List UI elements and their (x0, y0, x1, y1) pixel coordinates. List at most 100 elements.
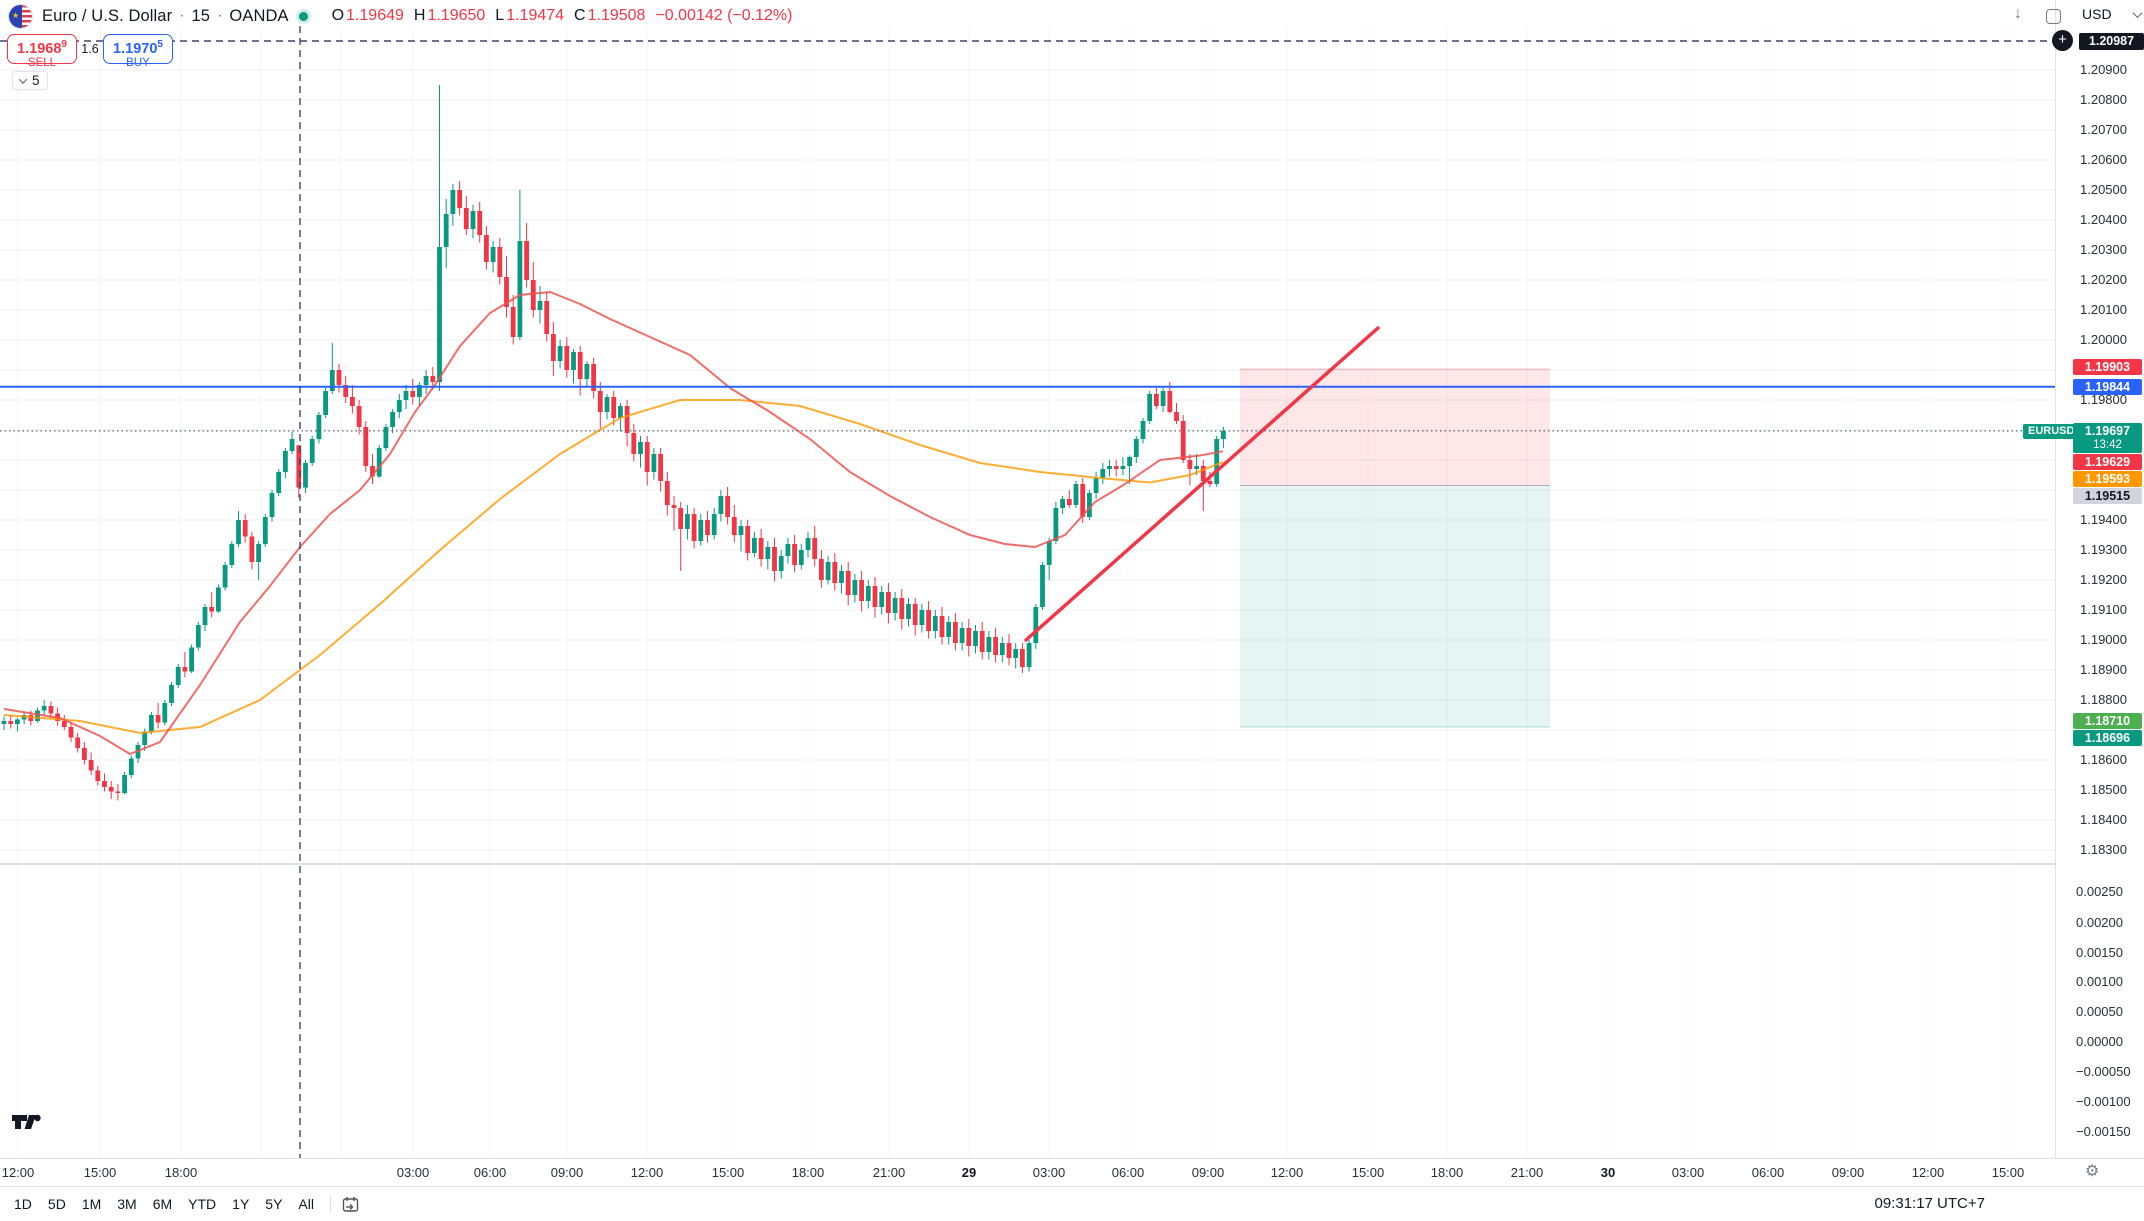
candle-body (329, 370, 335, 391)
candle-body (189, 647, 194, 672)
pane-separator[interactable] (0, 863, 2055, 865)
candle-body (685, 514, 690, 529)
range-button-ytd[interactable]: YTD (188, 1196, 217, 1212)
range-button-3m[interactable]: 3M (117, 1196, 137, 1212)
candle-body (1200, 466, 1206, 481)
buy-button[interactable]: 1.19705 BUY (103, 34, 173, 69)
candle-body (283, 451, 288, 472)
session-clock[interactable]: 09:31:17 UTC+7 (1874, 1195, 1986, 1212)
candle-body (276, 472, 282, 493)
scroll-to-recent-icon[interactable]: ↓ (2014, 5, 2022, 22)
candle-body (772, 547, 777, 571)
candle-body (1073, 484, 1079, 505)
indicator-axis-tick: 0.00000 (2076, 1034, 2123, 1049)
last-price-countdown-label: 1.19697 13:42 (2073, 423, 2142, 453)
add-alert-plus-icon[interactable]: + (2052, 30, 2073, 51)
candle-body (383, 427, 389, 448)
candle-body (450, 190, 456, 214)
candle-body (872, 586, 878, 607)
candle-body (886, 592, 891, 613)
candle-body (859, 580, 864, 601)
candle-body (604, 397, 610, 412)
sell-button[interactable]: 1.19689 SELL (7, 34, 77, 69)
range-button-1m[interactable]: 1M (81, 1196, 102, 1212)
tradingview-logo[interactable] (12, 1112, 46, 1132)
candle-body (705, 520, 710, 535)
go-to-date-icon[interactable] (341, 1195, 360, 1214)
candle-body (792, 544, 797, 565)
price-line-symbol-tag: EURUSD (2023, 424, 2080, 439)
gear-settings-icon[interactable]: ⚙ (2085, 1163, 2100, 1180)
candle-body (1113, 466, 1119, 469)
price-tick: 1.18800 (2080, 692, 2127, 707)
time-tick: 18:00 (791, 1165, 825, 1180)
indicator-axis-tick: 0.00100 (2076, 974, 2123, 989)
candle-body (222, 565, 228, 588)
crosshair-price-label: 1.20987 (2079, 33, 2144, 50)
candle-body (959, 628, 965, 643)
candle-body (577, 352, 583, 379)
time-tick: 15:00 (1351, 1165, 1385, 1180)
maximize-pane-icon[interactable] (2046, 9, 2061, 24)
time-tick: 06:00 (1751, 1165, 1785, 1180)
indicators-collapse-chip[interactable]: 5 (12, 71, 48, 90)
candle-body (370, 466, 375, 477)
candle-body (289, 439, 295, 451)
time-tick: 03:00 (396, 1165, 430, 1180)
range-button-all[interactable]: All (298, 1196, 314, 1212)
candle-body (410, 391, 416, 397)
range-button-5y[interactable]: 5Y (265, 1196, 283, 1212)
price-tick: 1.18400 (2080, 812, 2127, 827)
candle-body (1006, 643, 1012, 658)
candle-body (671, 505, 677, 508)
candle-body (256, 544, 261, 562)
candle-body (926, 610, 931, 631)
symbol-title[interactable]: Euro / U.S. Dollar (42, 6, 173, 25)
candle-body (430, 376, 436, 382)
toolbar-divider (329, 1195, 331, 1213)
candle-body (986, 637, 992, 652)
trend-line-drawing[interactable] (1024, 326, 1380, 642)
candle-body (1100, 469, 1106, 478)
candle-body (1093, 478, 1099, 493)
candle-body (216, 587, 221, 612)
time-tick: 18:00 (1430, 1165, 1464, 1180)
change-value: −0.00142 (−0.12%) (655, 7, 793, 24)
indicator-axis-tick: −0.00150 (2076, 1124, 2131, 1139)
eurusd-pair-icon: ★ (8, 3, 33, 29)
ma-slow-line[interactable] (3, 399, 1224, 735)
price-axis-border (2055, 0, 2056, 1186)
range-button-6m[interactable]: 6M (152, 1196, 173, 1212)
interval-label[interactable]: 15 (191, 6, 211, 25)
currency-selector[interactable]: USD (2082, 6, 2143, 22)
symbol-legend[interactable]: ★ Euro / U.S. Dollar · 15 · OANDA O 1.196… (8, 3, 793, 29)
candle-body (953, 622, 958, 643)
exchange-label[interactable]: OANDA (229, 6, 289, 25)
candle-body (892, 598, 898, 613)
candle-body (1154, 394, 1159, 406)
price-tick: 1.19200 (2080, 572, 2127, 587)
range-button-1y[interactable]: 1Y (232, 1196, 250, 1212)
candle-body (557, 346, 563, 361)
indicator-value-label: 1.18696 (2073, 730, 2142, 746)
entry-price-label: 1.19515 (2073, 488, 2142, 504)
short-position-profit-zone[interactable] (1240, 485, 1550, 728)
short-position-risk-zone[interactable] (1240, 369, 1550, 486)
range-button-1d[interactable]: 1D (14, 1196, 32, 1212)
ma-fast-line[interactable] (3, 290, 1224, 756)
candle-body (752, 538, 757, 553)
time-tick: 30 (1600, 1165, 1616, 1180)
candle-body (524, 241, 529, 280)
time-tick: 06:00 (473, 1165, 507, 1180)
candle-body (102, 781, 107, 787)
indicator-axis-tick: −0.00050 (2076, 1064, 2131, 1079)
price-tick: 1.19300 (2080, 542, 2127, 557)
candle-body (1013, 649, 1019, 658)
market-status-icon[interactable] (298, 11, 308, 21)
price-tick: 1.20900 (2080, 62, 2127, 77)
range-button-5d[interactable]: 5D (47, 1196, 66, 1212)
candle-body (966, 628, 972, 646)
candle-body (651, 454, 657, 472)
time-axis[interactable]: 12:00 15:00 18:00 03:00 06:00 09:00 12:00 15:00… (0, 1158, 2144, 1186)
price-tick: 1.20300 (2080, 242, 2127, 257)
